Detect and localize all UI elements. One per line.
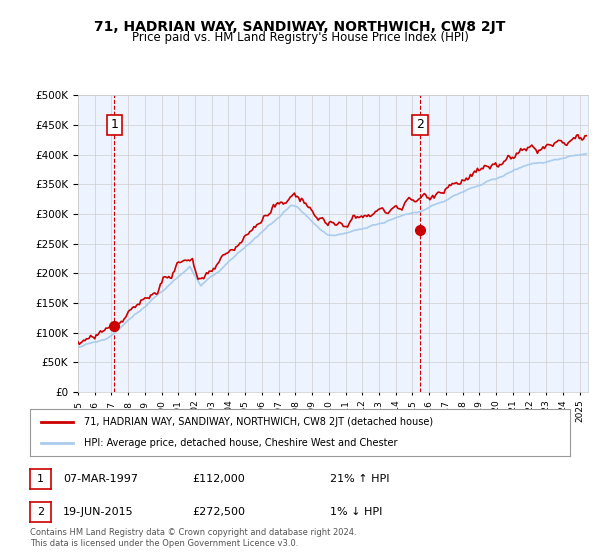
Text: 07-MAR-1997: 07-MAR-1997 xyxy=(63,474,138,484)
Text: 19-JUN-2015: 19-JUN-2015 xyxy=(63,507,134,517)
Text: 1% ↓ HPI: 1% ↓ HPI xyxy=(330,507,382,517)
Text: £272,500: £272,500 xyxy=(192,507,245,517)
Text: HPI: Average price, detached house, Cheshire West and Chester: HPI: Average price, detached house, Ches… xyxy=(84,438,398,448)
Text: 71, HADRIAN WAY, SANDIWAY, NORTHWICH, CW8 2JT (detached house): 71, HADRIAN WAY, SANDIWAY, NORTHWICH, CW… xyxy=(84,417,433,427)
Text: 1: 1 xyxy=(37,474,44,484)
Text: 2: 2 xyxy=(416,118,424,132)
Text: 21% ↑ HPI: 21% ↑ HPI xyxy=(330,474,389,484)
Text: Contains HM Land Registry data © Crown copyright and database right 2024.
This d: Contains HM Land Registry data © Crown c… xyxy=(30,528,356,548)
Text: £112,000: £112,000 xyxy=(192,474,245,484)
Text: 1: 1 xyxy=(110,118,118,132)
Text: Price paid vs. HM Land Registry's House Price Index (HPI): Price paid vs. HM Land Registry's House … xyxy=(131,31,469,44)
Text: 2: 2 xyxy=(37,507,44,517)
Text: 71, HADRIAN WAY, SANDIWAY, NORTHWICH, CW8 2JT: 71, HADRIAN WAY, SANDIWAY, NORTHWICH, CW… xyxy=(94,20,506,34)
